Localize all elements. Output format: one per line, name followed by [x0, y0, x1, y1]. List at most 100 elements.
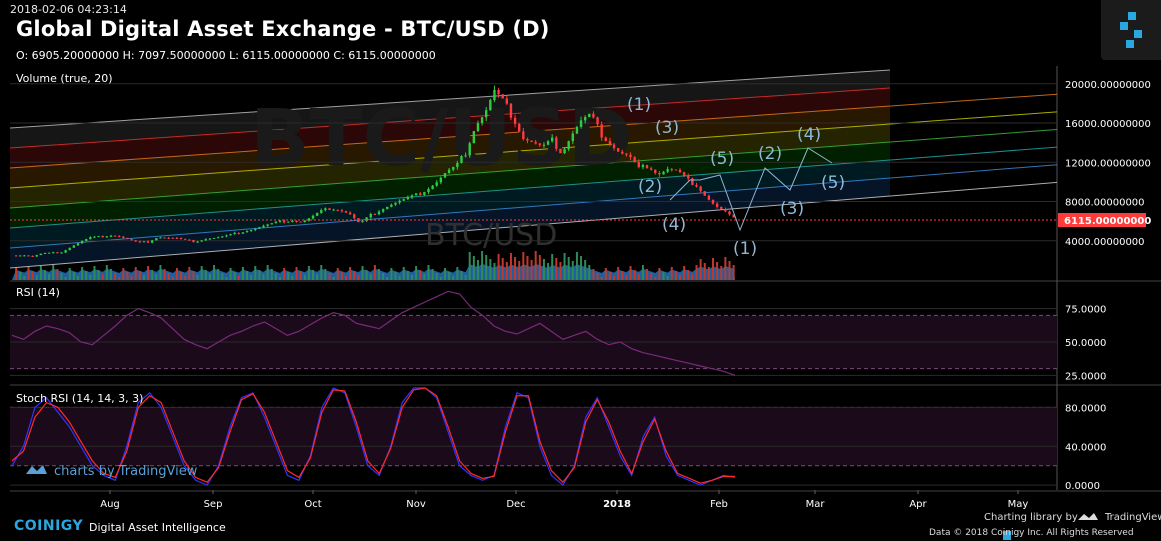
volume-bar [345, 276, 348, 280]
footer-tradingview-link[interactable]: TradingView [1105, 512, 1161, 523]
candle-body [526, 139, 529, 141]
volume-bar [254, 266, 257, 280]
volume-bar [151, 270, 154, 280]
volume-bar [188, 267, 191, 280]
volume-bar [712, 258, 715, 280]
volume-bar [270, 269, 273, 280]
candle-body [43, 253, 47, 255]
candle-body [208, 238, 212, 240]
volume-bar [192, 271, 195, 280]
candle-body [410, 195, 414, 198]
price-tick-label: 16000.00000000 [1065, 119, 1151, 130]
candle-body [151, 240, 154, 243]
candle-body [64, 250, 67, 253]
volume-bar [481, 251, 484, 280]
volume-bar [674, 271, 677, 280]
exchange-logo[interactable] [1101, 0, 1161, 60]
volume-bar [547, 263, 550, 280]
regression-line [9, 93, 1058, 169]
candle-body [287, 221, 290, 223]
volume-bar [180, 272, 183, 280]
volume-bar [105, 265, 108, 280]
volume-bar [419, 270, 422, 280]
candle-body [501, 94, 504, 99]
candle-body [555, 137, 558, 149]
candle-body [72, 245, 76, 248]
candle-body [97, 236, 100, 238]
footer-tagline: Digital Asset Intelligence [89, 521, 226, 534]
candle-body [340, 210, 344, 212]
candle-body [724, 209, 727, 212]
candle-body [336, 209, 339, 211]
timestamp: 2018-02-06 04:23:14 [10, 3, 127, 16]
volume-bar [246, 271, 249, 280]
volume-bar [31, 271, 34, 280]
candle-body [674, 169, 678, 171]
volume-bar [703, 263, 706, 280]
candle-body [19, 255, 22, 257]
volume-bar [621, 271, 624, 280]
volume-bar [497, 254, 500, 280]
candle-body [101, 236, 104, 238]
candle-body [249, 230, 253, 232]
candle-body [142, 241, 146, 243]
volume-bar [204, 270, 207, 280]
candle-body [678, 169, 682, 173]
volume-bar [241, 267, 244, 280]
volume-bar [184, 276, 187, 280]
candle-body [126, 237, 129, 240]
candle-body [641, 164, 645, 168]
candle-body [122, 236, 125, 238]
volume-bar [39, 266, 42, 280]
volume-bar [468, 252, 471, 280]
volume-bar [423, 274, 426, 280]
rsi-tick-label: 25.0000 [1065, 371, 1106, 382]
tradingview-small-icon [1078, 513, 1098, 520]
candle-body [695, 184, 698, 187]
volume-bar [707, 267, 710, 280]
candle-body [439, 177, 443, 183]
volume-bar [307, 266, 310, 280]
volume-bar [617, 267, 620, 280]
candle-body [575, 126, 579, 134]
candle-body [188, 239, 191, 241]
volume-bar [629, 266, 632, 280]
x-tick-label: Apr [909, 499, 927, 510]
volume-bar [633, 270, 636, 280]
volume-bar [608, 272, 611, 280]
candle-body [56, 252, 59, 254]
volume-bar [460, 271, 463, 280]
candle-body [85, 239, 88, 242]
volume-bar [435, 273, 438, 280]
volume-bar [600, 277, 603, 280]
candle-body [534, 141, 537, 144]
volume-bar [196, 275, 199, 280]
volume-bar [262, 274, 265, 280]
volume-bar [637, 274, 640, 280]
stoch-tick-label: 0.0000 [1065, 481, 1100, 492]
regression-band [10, 124, 890, 208]
volume-bar [695, 265, 698, 280]
candle-body [406, 197, 410, 200]
volume-bar [312, 270, 315, 280]
candle-body [546, 141, 550, 145]
candle-body [563, 149, 566, 154]
volume-bar [142, 275, 145, 280]
volume-bar [670, 267, 673, 280]
candle-body [530, 140, 533, 142]
volume-bar [89, 275, 92, 280]
volume-bar [279, 277, 282, 280]
volume-bar [452, 276, 455, 280]
footer-brand[interactable]: COINIGY [14, 518, 84, 534]
candle-body [670, 169, 673, 171]
candle-body [489, 100, 492, 111]
candle-body [732, 214, 735, 218]
elliott-wave-label: (3) [780, 199, 804, 219]
candle-body [295, 220, 298, 222]
candle-body [254, 228, 257, 231]
volume-bar [448, 272, 451, 280]
footer-charting-text: Charting library by [984, 512, 1078, 523]
candle-body [497, 89, 500, 95]
volume-bar [85, 271, 88, 280]
